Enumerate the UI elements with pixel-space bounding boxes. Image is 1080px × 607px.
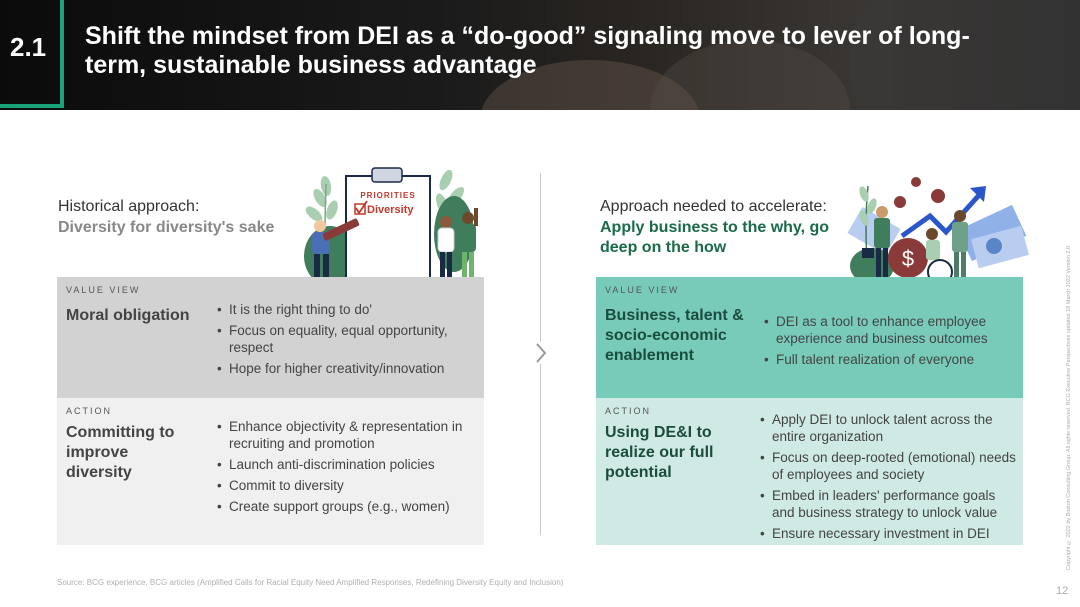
list-item: Embed in leaders' performance goals and … xyxy=(760,487,1016,521)
list-item: Launch anti-discrimination policies xyxy=(217,456,477,473)
header-banner: 2.1 Shift the mindset from DEI as a “do-… xyxy=(0,0,1080,110)
list-item: Commit to diversity xyxy=(217,477,477,494)
historical-approach-subtitle: Diversity for diversity's sake xyxy=(58,219,275,236)
right-value-view-panel: VALUE VIEW Business, talent & socio-econ… xyxy=(596,277,1023,398)
right-action-heading: Using DE&I to realize our full potential xyxy=(605,424,714,481)
page-number: 12 xyxy=(1056,585,1069,597)
business-growth-illustration: $ xyxy=(847,177,1029,285)
left-value-heading: Moral obligation xyxy=(66,307,190,324)
historical-approach-label: Historical approach: xyxy=(58,198,200,215)
section-number: 2.1 xyxy=(10,32,47,62)
source-note: Source: BCG experience, BCG articles (Am… xyxy=(57,578,564,587)
svg-text:$: $ xyxy=(902,246,914,271)
copyright-note: Copyright © 2022 by Boston Consulting Gr… xyxy=(1066,246,1072,570)
right-action-bullets: Apply DEI to unlock talent across the en… xyxy=(760,411,1016,546)
left-value-view-panel: VALUE VIEW Moral obligation It is the ri… xyxy=(57,277,484,398)
left-action-heading: Committing to improve diversity xyxy=(66,424,175,481)
right-action-panel: ACTION Using DE&I to realize our full po… xyxy=(596,398,1023,545)
list-item: Focus on equality, equal opportunity, re… xyxy=(217,322,477,356)
banner-photo-shape xyxy=(850,0,1080,110)
value-view-tag: VALUE VIEW xyxy=(605,285,680,295)
left-action-bullets: Enhance objectivity & representation in … xyxy=(217,418,477,519)
approach-needed-subtitle: Apply business to the why, go deep on th… xyxy=(600,219,830,256)
list-item: DEI as a tool to enhance employee experi… xyxy=(764,313,1004,347)
section-number-box: 2.1 xyxy=(0,0,64,108)
list-item: Create support groups (e.g., women) xyxy=(217,498,477,515)
right-value-heading: Business, talent & socio-economic enable… xyxy=(605,307,744,364)
list-item: Enhance objectivity & representation in … xyxy=(217,418,477,452)
value-view-tag: VALUE VIEW xyxy=(66,285,141,295)
right-value-bullets: DEI as a tool to enhance employee experi… xyxy=(764,313,1004,372)
list-item: Full talent realization of everyone xyxy=(764,351,1004,368)
clipboard-header: PRIORITIES xyxy=(360,191,415,200)
list-item: Apply DEI to unlock talent across the en… xyxy=(760,411,1016,445)
left-value-bullets: It is the right thing to do' Focus on eq… xyxy=(217,301,477,381)
approach-needed-label: Approach needed to accelerate: xyxy=(600,198,827,215)
action-tag: ACTION xyxy=(66,406,113,416)
page-title: Shift the mindset from DEI as a “do-good… xyxy=(85,22,970,79)
action-tag: ACTION xyxy=(605,406,652,416)
list-item: Ensure necessary investment in DEI xyxy=(760,525,1016,542)
list-item: Hope for higher creativity/innovation xyxy=(217,360,477,377)
clipboard-item: Diversity xyxy=(367,204,414,216)
priorities-clipboard-illustration: PRIORITIES Diversity xyxy=(304,167,478,289)
left-action-panel: ACTION Committing to improve diversity E… xyxy=(57,398,484,545)
list-item: It is the right thing to do' xyxy=(217,301,477,318)
list-item: Focus on deep-rooted (emotional) needs o… xyxy=(760,449,1016,483)
chevron-right-icon xyxy=(534,342,548,364)
